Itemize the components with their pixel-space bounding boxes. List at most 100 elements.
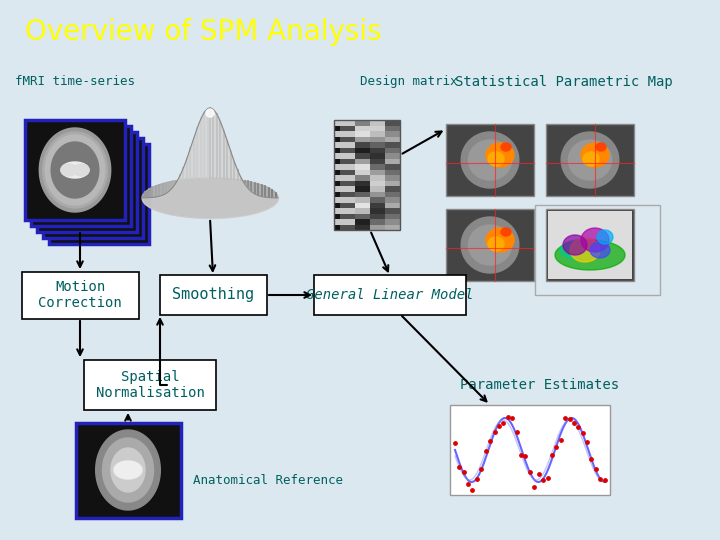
Polygon shape bbox=[51, 142, 99, 198]
Bar bbox=[340, 137, 355, 142]
Point bbox=[511, 428, 523, 436]
Bar bbox=[385, 137, 400, 142]
Bar bbox=[385, 225, 400, 230]
Bar bbox=[340, 186, 355, 192]
Text: fMRI time-series: fMRI time-series bbox=[15, 75, 135, 88]
Polygon shape bbox=[486, 143, 514, 167]
Point bbox=[449, 439, 461, 448]
Point bbox=[585, 455, 597, 463]
Bar bbox=[355, 125, 370, 131]
Bar bbox=[340, 153, 355, 159]
Point bbox=[599, 476, 611, 484]
Bar bbox=[334, 137, 340, 142]
Bar bbox=[31, 126, 131, 226]
Text: Anatomical Reference: Anatomical Reference bbox=[193, 474, 343, 487]
Polygon shape bbox=[501, 228, 511, 236]
Polygon shape bbox=[590, 242, 610, 258]
Polygon shape bbox=[469, 225, 512, 265]
Polygon shape bbox=[488, 152, 504, 166]
Bar bbox=[450, 405, 610, 495]
Bar bbox=[334, 131, 340, 137]
Bar bbox=[355, 175, 370, 180]
Bar bbox=[334, 202, 340, 208]
Bar bbox=[334, 159, 340, 164]
Bar bbox=[334, 120, 340, 125]
Bar bbox=[334, 213, 340, 219]
Bar bbox=[370, 180, 385, 186]
Bar bbox=[355, 159, 370, 164]
Bar bbox=[340, 213, 355, 219]
Bar bbox=[385, 142, 400, 147]
Bar bbox=[385, 208, 400, 213]
Bar bbox=[334, 142, 340, 147]
Bar bbox=[43, 138, 143, 238]
Bar bbox=[370, 192, 385, 197]
Point bbox=[520, 452, 531, 461]
Bar bbox=[385, 120, 400, 125]
Polygon shape bbox=[469, 140, 512, 180]
Point bbox=[559, 414, 571, 422]
Bar bbox=[334, 186, 340, 192]
Bar bbox=[355, 120, 370, 125]
Bar bbox=[385, 186, 400, 192]
Polygon shape bbox=[488, 237, 504, 251]
Polygon shape bbox=[61, 162, 89, 178]
Bar bbox=[334, 153, 340, 159]
Bar bbox=[385, 131, 400, 137]
Bar bbox=[334, 192, 340, 197]
Point bbox=[498, 419, 509, 428]
Bar bbox=[546, 124, 634, 196]
Bar bbox=[340, 120, 355, 125]
Point bbox=[471, 475, 482, 483]
Polygon shape bbox=[142, 178, 278, 218]
Bar bbox=[37, 132, 137, 232]
Bar bbox=[355, 147, 370, 153]
Bar bbox=[334, 180, 340, 186]
Bar bbox=[355, 197, 370, 202]
Bar bbox=[334, 125, 340, 131]
Point bbox=[555, 436, 567, 444]
Bar bbox=[355, 131, 370, 137]
Polygon shape bbox=[45, 135, 104, 205]
Bar bbox=[370, 131, 385, 137]
Polygon shape bbox=[581, 228, 609, 252]
Bar bbox=[25, 120, 125, 220]
Point bbox=[480, 447, 492, 455]
Point bbox=[489, 428, 500, 436]
Bar bbox=[340, 180, 355, 186]
Point bbox=[524, 467, 536, 476]
Point bbox=[485, 436, 496, 445]
Point bbox=[568, 418, 580, 427]
Text: Parameter Estimates: Parameter Estimates bbox=[460, 378, 619, 392]
Bar bbox=[355, 192, 370, 197]
Polygon shape bbox=[501, 143, 511, 151]
Bar bbox=[370, 142, 385, 147]
Bar bbox=[355, 142, 370, 147]
Bar bbox=[340, 225, 355, 230]
Point bbox=[572, 422, 584, 431]
Bar bbox=[355, 170, 370, 175]
Text: Motion
Correction: Motion Correction bbox=[38, 280, 122, 310]
Polygon shape bbox=[560, 240, 600, 260]
Point bbox=[502, 413, 513, 422]
Polygon shape bbox=[462, 132, 519, 188]
Bar bbox=[334, 120, 400, 230]
Polygon shape bbox=[206, 109, 214, 117]
Polygon shape bbox=[42, 132, 107, 208]
Bar bbox=[385, 164, 400, 170]
Polygon shape bbox=[73, 164, 89, 176]
FancyBboxPatch shape bbox=[84, 360, 216, 410]
Bar bbox=[446, 124, 534, 196]
Polygon shape bbox=[61, 164, 77, 176]
Point bbox=[467, 485, 478, 494]
Bar bbox=[385, 170, 400, 175]
Point bbox=[542, 474, 554, 482]
Bar bbox=[385, 159, 400, 164]
Bar bbox=[370, 219, 385, 225]
Polygon shape bbox=[597, 230, 613, 244]
Point bbox=[454, 463, 465, 471]
Point bbox=[577, 429, 588, 438]
Bar bbox=[355, 213, 370, 219]
Bar bbox=[340, 208, 355, 213]
Polygon shape bbox=[568, 140, 611, 180]
